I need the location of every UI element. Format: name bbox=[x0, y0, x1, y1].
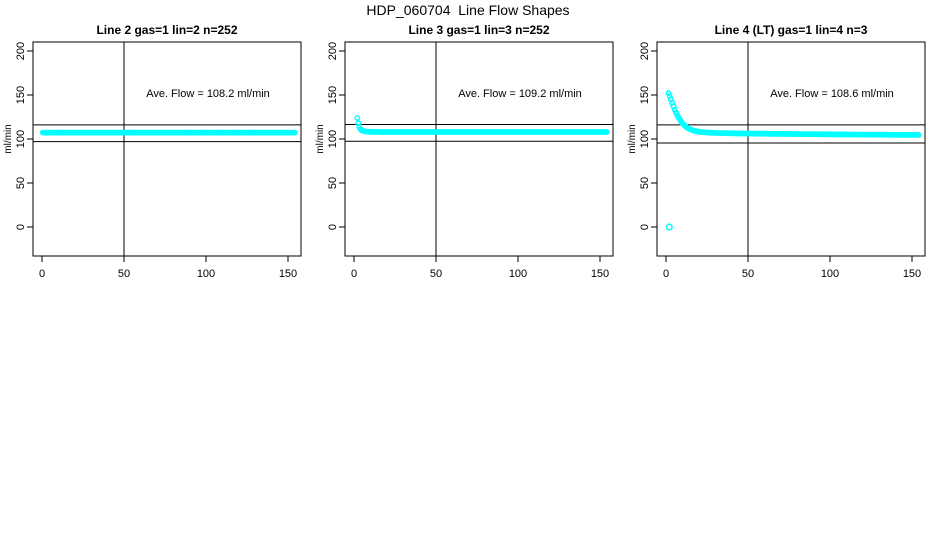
plot-box bbox=[344, 41, 614, 257]
x-axis-tick-label: 150 bbox=[903, 268, 921, 280]
x-axis-tick-label: 0 bbox=[663, 268, 669, 280]
y-axis-tick-label: 200 bbox=[327, 42, 339, 60]
panel-line-4-lt-plot: Line 4 (LT) gas=1 lin=4 n=3 0 50 100 150 0 50 1… bbox=[627, 23, 926, 280]
data-point bbox=[354, 115, 361, 121]
x-axis-tick-label: 150 bbox=[279, 268, 297, 280]
data-point bbox=[915, 132, 922, 138]
panel-title: Line 3 gas=1 lin=3 n=252 bbox=[408, 23, 549, 37]
average-flow-annotation: Ave. Flow = 108.6 ml/min bbox=[770, 88, 894, 100]
data-point bbox=[665, 90, 672, 97]
y-axis-tick-label: 150 bbox=[327, 86, 339, 104]
y-axis-tick-label: 50 bbox=[639, 177, 651, 189]
y-axis-tick-label: 100 bbox=[327, 130, 339, 148]
y-axis-tick-label: 150 bbox=[15, 86, 27, 104]
plot-box bbox=[656, 41, 926, 257]
panel-line-2: Line 2 gas=1 lin=2 n=252 0 50 100 150 0 50 100 1… bbox=[0, 0, 312, 300]
average-flow-annotation: Ave. Flow = 109.2 ml/min bbox=[458, 88, 582, 100]
y-axis-tick-label: 50 bbox=[327, 177, 339, 189]
x-axis-tick-label: 50 bbox=[430, 268, 442, 280]
panel-title: Line 4 (LT) gas=1 lin=4 n=3 bbox=[715, 23, 868, 37]
data-point bbox=[672, 107, 678, 113]
panel-line-3-plot: Line 3 gas=1 lin=3 n=252 0 50 100 150 0 50 100 1… bbox=[315, 23, 614, 280]
outlier-point bbox=[665, 223, 673, 231]
y-axis-tick-label: 100 bbox=[639, 130, 651, 148]
figure-main-title: HDP_060704 Line Flow Shapes bbox=[366, 2, 570, 18]
panel-line-3: Line 3 gas=1 lin=3 n=252 0 50 100 150 0 50 100 1… bbox=[312, 0, 624, 300]
y-axis-label: ml/min bbox=[627, 124, 638, 153]
y-axis-tick-label: 200 bbox=[639, 42, 651, 60]
y-axis-tick-label: 0 bbox=[327, 224, 339, 230]
y-axis-tick-label: 0 bbox=[639, 224, 651, 230]
data-point bbox=[291, 129, 298, 136]
x-axis-tick-label: 150 bbox=[591, 268, 609, 280]
x-axis-tick-label: 100 bbox=[509, 268, 527, 280]
plot-box bbox=[32, 41, 302, 257]
y-axis-tick-label: 200 bbox=[15, 42, 27, 60]
y-axis-tick-label: 0 bbox=[15, 224, 27, 230]
x-axis-tick-label: 100 bbox=[821, 268, 839, 280]
x-axis-tick-label: 50 bbox=[742, 268, 754, 280]
x-axis-tick-label: 100 bbox=[197, 268, 215, 280]
x-axis-tick-label: 0 bbox=[39, 268, 45, 280]
y-axis-label: ml/min bbox=[3, 124, 14, 153]
y-axis-tick-label: 100 bbox=[15, 130, 27, 148]
y-axis-tick-label: 50 bbox=[15, 177, 27, 189]
panel-line-4-lt: Line 4 (LT) gas=1 lin=4 n=3 0 50 100 150 0 50 1… bbox=[624, 0, 936, 300]
y-axis-tick-label: 150 bbox=[639, 86, 651, 104]
panel-title: Line 2 gas=1 lin=2 n=252 bbox=[96, 23, 237, 37]
data-point bbox=[603, 129, 610, 135]
average-flow-annotation: Ave. Flow = 108.2 ml/min bbox=[146, 88, 270, 100]
x-axis-tick-label: 0 bbox=[351, 268, 357, 280]
y-axis-label: ml/min bbox=[315, 124, 326, 153]
panel-line-2-plot: Line 2 gas=1 lin=2 n=252 0 50 100 150 0 50 100 1… bbox=[3, 23, 302, 280]
x-axis-tick-label: 50 bbox=[118, 268, 130, 280]
